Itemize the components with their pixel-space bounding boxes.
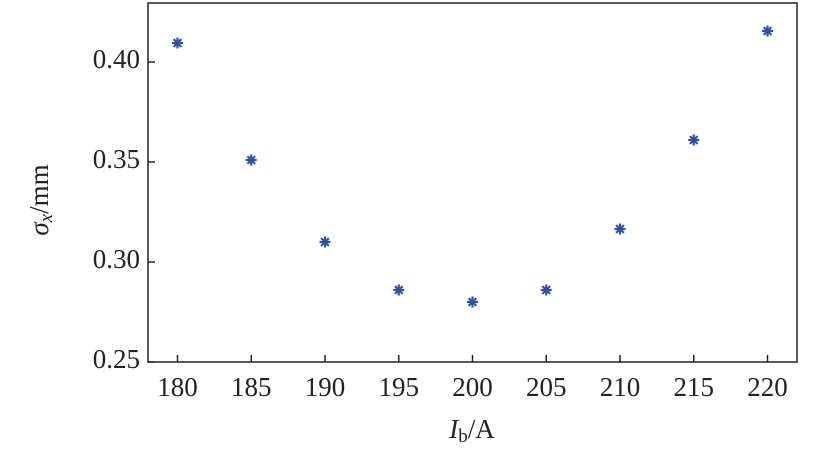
y-tick-label: 0.30: [93, 244, 140, 274]
x-tick-label: 195: [379, 372, 420, 402]
x-label-symbol: I: [448, 414, 460, 444]
x-tick-label: 190: [305, 372, 346, 402]
marker-stroke: [320, 237, 330, 247]
x-tick-label: 205: [526, 372, 567, 402]
marker-stroke: [172, 38, 183, 48]
marker-stroke: [615, 224, 625, 234]
data-point: [319, 236, 331, 248]
x-tick-label: 215: [674, 372, 715, 402]
y-label-subscript: x: [36, 213, 57, 223]
data-point: [467, 296, 478, 308]
marker-stroke: [762, 26, 773, 36]
x-tick-label: 200: [452, 372, 493, 402]
y-tick-label: 0.35: [93, 144, 140, 174]
data-point: [688, 134, 700, 146]
data-point: [540, 284, 552, 296]
data-point: [762, 25, 773, 37]
x-label-unit: /A: [468, 414, 496, 444]
data-point: [614, 223, 626, 235]
x-tick-label: 210: [600, 372, 641, 402]
marker-stroke: [541, 285, 551, 295]
data-point: [172, 37, 183, 49]
y-label-unit: /mm: [24, 164, 54, 214]
y-label-symbol: σ: [24, 221, 54, 236]
marker-stroke: [467, 297, 478, 307]
marker-stroke: [394, 285, 404, 295]
y-axis-label: σx/mm: [24, 164, 57, 235]
marker-stroke: [246, 155, 256, 165]
y-tick-label: 0.40: [93, 44, 140, 74]
x-label-subscript: b: [458, 426, 468, 447]
x-tick-label: 185: [231, 372, 272, 402]
x-axis-label: Ib/A: [448, 414, 495, 447]
x-tick-label: 180: [157, 372, 198, 402]
marker-stroke: [689, 135, 699, 145]
y-tick-label: 0.25: [93, 344, 140, 374]
x-tick-label: 220: [747, 372, 788, 402]
data-point: [393, 284, 405, 296]
data-point: [245, 154, 257, 166]
plot-frame: [147, 2, 798, 363]
